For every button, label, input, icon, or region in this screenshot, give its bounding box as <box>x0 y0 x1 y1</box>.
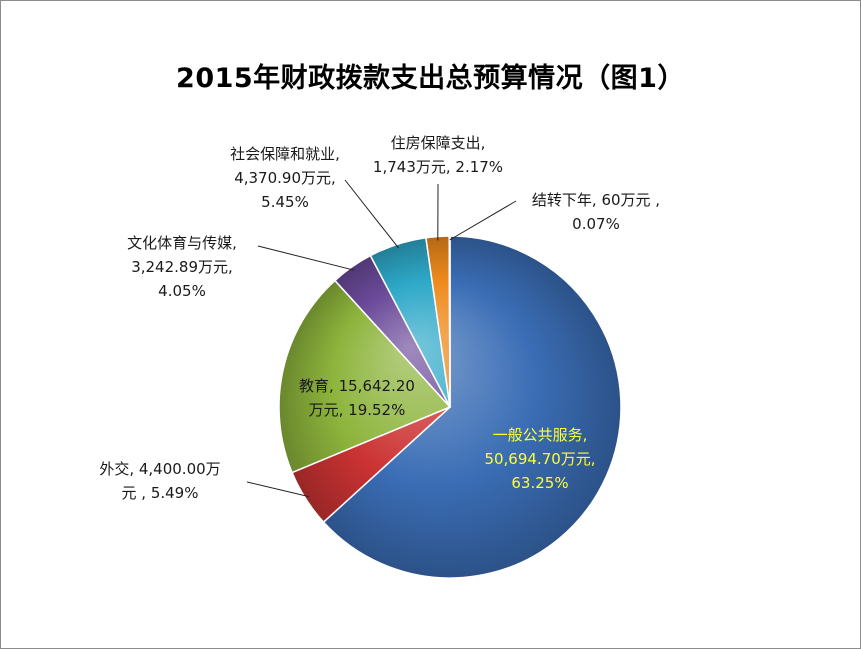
data-label-line: 一般公共服务, <box>493 426 588 444</box>
data-label-line: 住房保障支出, <box>391 134 486 152</box>
data-label-housing-security: 住房保障支出, 1,743万元, 2.17% <box>373 134 503 176</box>
data-label-line: 4,370.90万元, <box>234 169 336 187</box>
data-label-culture-sports-media: 文化体育与传媒, 3,242.89万元, 4.05% <box>127 234 237 300</box>
leader-line-foreign-affairs <box>246 481 310 498</box>
data-label-line: 教育, 15,642.20 <box>299 377 415 395</box>
data-label-carryover-next-year: 结转下年, 60万元 , 0.07% <box>532 191 660 233</box>
data-label-line: 社会保障和就业, <box>230 145 340 163</box>
data-label-line: 50,694.70万元, <box>484 450 595 468</box>
pie-slice-carryover-next-year <box>448 235 451 408</box>
pie-slice-general-public-services <box>322 235 622 579</box>
leader-lines <box>246 179 517 498</box>
data-label-line: 1,743万元, 2.17% <box>373 158 503 176</box>
leader-line-culture-sports-media <box>257 245 355 271</box>
data-label-line: 文化体育与传媒, <box>127 234 237 252</box>
data-label-line: 外交, 4,400.00万 <box>99 460 220 478</box>
leader-line-social-security-employment <box>344 179 399 249</box>
data-label-line: 元 , 5.49% <box>122 484 199 502</box>
leader-line-carryover-next-year <box>449 200 517 241</box>
data-label-line: 5.45% <box>261 193 309 211</box>
data-label-line: 3,242.89万元, <box>131 258 233 276</box>
data-label-foreign-affairs: 外交, 4,400.00万元 , 5.49% <box>99 460 220 502</box>
data-label-education: 教育, 15,642.20 万元, 19.52% <box>299 377 415 419</box>
data-labels: 一般公共服务, 50,694.70万元, 63.25% 外交, 4,400.00万元 … <box>99 134 660 502</box>
data-label-general-public-services: 一般公共服务, 50,694.70万元, 63.25% <box>484 426 595 492</box>
pie-slice-education <box>278 279 452 474</box>
data-label-line: 0.07% <box>572 215 620 233</box>
slices-layer <box>278 235 622 579</box>
chart-title: 2015年财政拨款支出总预算情况（图1） <box>176 63 685 94</box>
data-label-social-security-employment: 社会保障和就业, 4,370.90万元, 5.45% <box>230 145 340 211</box>
data-label-line: 万元, 19.52% <box>309 401 406 419</box>
data-label-line: 4.05% <box>158 282 206 300</box>
data-label-line: 63.25% <box>511 474 568 492</box>
data-label-line: 结转下年, 60万元 , <box>532 191 660 209</box>
